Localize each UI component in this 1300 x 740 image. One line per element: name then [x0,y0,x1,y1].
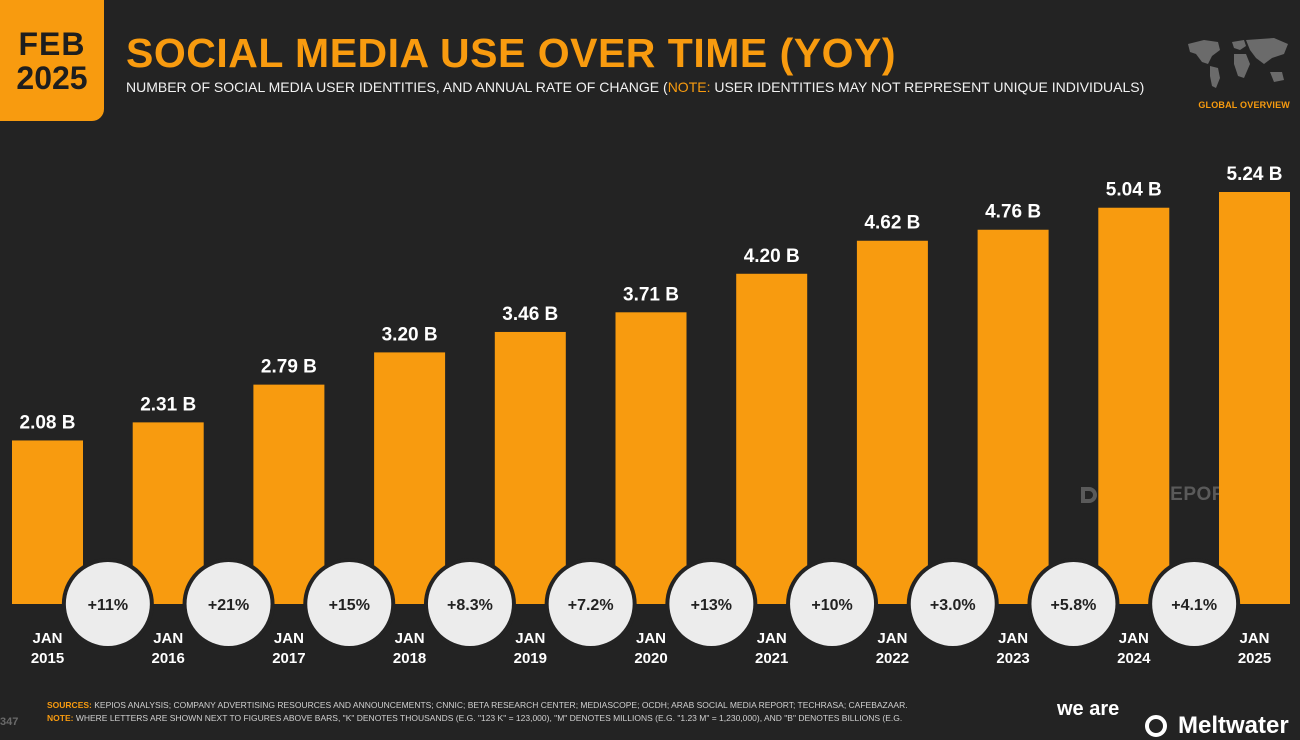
value-label-9: 5.04 B [1106,180,1162,201]
category-label-5: JAN 2020 [634,630,667,667]
bar-6 [736,273,808,604]
change-bubble-1 [186,562,271,646]
change-label-5: +13% [691,597,732,614]
page-title: SOCIAL MEDIA USE OVER TIME (YOY) [126,30,897,76]
value-label-3: 3.20 B [382,324,438,345]
category-label-0: JAN 2015 [31,630,64,667]
change-label-9: +4.1% [1171,597,1217,614]
bar-3 [374,352,446,604]
change-bubble-0 [65,562,150,646]
world-map-icon [1188,38,1288,88]
value-label-10: 5.24 B [1227,164,1283,185]
change-label-8: +5.8% [1051,597,1097,614]
footer-note: NOTE: WHERE LETTERS ARE SHOWN NEXT TO FI… [47,712,908,725]
value-label-1: 2.31 B [140,394,196,415]
change-label-1: +21% [208,597,249,614]
change-bubble-7 [910,562,995,646]
category-label-8: JAN 2023 [996,630,1029,667]
value-label-7: 4.62 B [864,213,920,234]
change-label-7: +3.0% [930,597,976,614]
change-label-2: +15% [329,597,370,614]
change-bubble-2 [307,562,392,646]
category-label-4: JAN 2019 [514,630,547,667]
bar-9 [1098,207,1170,604]
region-label: GLOBAL OVERVIEW [1198,100,1290,110]
change-bubble-4 [548,562,633,646]
value-label-0: 2.08 B [20,412,76,433]
category-label-9: JAN 2024 [1117,630,1151,667]
category-label-10: JAN 2025 [1238,630,1271,667]
footer-notes: SOURCES: KEPIOS ANALYSIS; COMPANY ADVERT… [47,699,908,725]
page-number: 347 [0,716,19,728]
subtitle-note-label: NOTE: [667,79,711,95]
bar-10 [1219,192,1290,604]
value-label-6: 4.20 B [744,246,800,267]
date-year: 2025 [16,59,88,96]
meltwater-text: Meltwater [1178,712,1289,739]
bar-4 [494,331,566,604]
bar-7 [856,240,928,604]
value-label-8: 4.76 B [985,202,1041,223]
category-label-3: JAN 2018 [393,630,426,667]
value-label-2: 2.79 B [261,357,317,378]
note-text: WHERE LETTERS ARE SHOWN NEXT TO FIGURES … [73,713,903,723]
change-bubble-3 [427,562,512,646]
sources-label: SOURCES: [47,700,92,710]
bar-5 [615,312,687,604]
datareportal-logo-icon [1081,487,1097,503]
change-bubble-9 [1152,562,1237,646]
category-label-6: JAN 2021 [755,630,788,667]
change-label-0: +11% [88,597,128,614]
category-label-7: JAN 2022 [876,630,909,667]
change-bubble-6 [790,562,875,646]
change-bubble-5 [669,562,754,646]
note-label: NOTE: [47,713,74,723]
page-subtitle: NUMBER OF SOCIAL MEDIA USER IDENTITIES, … [126,79,1144,95]
bar-1 [132,422,204,604]
date-badge: FEB 2025 [0,0,104,121]
bar-8 [977,229,1049,604]
category-label-2: JAN 2017 [272,630,305,667]
change-label-3: +8.3% [447,597,493,614]
meltwater-mark-icon [1145,715,1167,737]
subtitle-main: NUMBER OF SOCIAL MEDIA USER IDENTITIES, … [126,79,668,95]
sources-text: KEPIOS ANALYSIS; COMPANY ADVERTISING RES… [91,700,908,710]
change-label-6: +10% [811,597,852,614]
change-bubble-8 [1031,562,1116,646]
category-label-1: JAN 2016 [152,630,185,667]
value-label-4: 3.46 B [502,304,558,325]
subtitle-note-text: USER IDENTITIES MAY NOT REPRESENT UNIQUE… [710,79,1145,95]
we-are-social-logo: we are [1057,698,1120,720]
date-month: FEB [18,25,86,62]
meltwater-logo: Meltwater [1140,712,1289,740]
bar-2 [253,384,325,604]
change-label-4: +7.2% [568,597,614,614]
footer-sources: SOURCES: KEPIOS ANALYSIS; COMPANY ADVERT… [47,699,908,712]
value-label-5: 3.71 B [623,284,679,305]
